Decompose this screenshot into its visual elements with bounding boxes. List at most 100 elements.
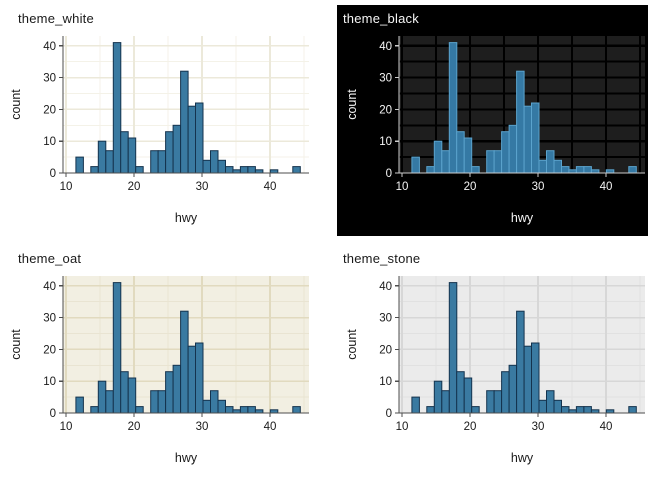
histogram-bar — [426, 406, 435, 414]
histogram-bar — [187, 345, 197, 414]
plot-title: theme_black — [343, 11, 419, 26]
histogram-bar — [575, 406, 585, 414]
histogram-bar — [135, 166, 144, 174]
histogram-bar — [538, 399, 547, 414]
y-tick-label: 30 — [43, 73, 56, 85]
x-tick-label: 30 — [196, 421, 209, 433]
x-tick-label: 40 — [264, 181, 277, 193]
y-tick-label: 0 — [50, 168, 56, 180]
y-tick-label: 20 — [43, 104, 56, 116]
histogram-bar — [90, 166, 99, 174]
histogram-bar — [441, 150, 450, 174]
y-tick-label: 40 — [379, 281, 392, 293]
x-tick-label: 10 — [60, 421, 73, 433]
histogram-bar — [225, 406, 234, 414]
histogram-bar — [486, 150, 495, 174]
histogram-bar — [120, 371, 129, 414]
histogram-bar — [105, 390, 114, 414]
y-axis-title: count — [345, 329, 359, 360]
histogram-bar — [493, 150, 503, 174]
histogram-bar — [561, 166, 570, 174]
x-tick-label: 30 — [196, 181, 209, 193]
y-axis-title: count — [9, 89, 23, 120]
histogram-bar — [135, 406, 144, 414]
y-tick-label: 20 — [379, 344, 392, 356]
histogram-bar — [411, 156, 420, 174]
histogram-bar — [508, 124, 518, 174]
x-tick-label: 10 — [396, 181, 409, 193]
y-tick-label: 20 — [43, 344, 56, 356]
histogram-bar — [501, 131, 510, 174]
histogram-bar — [90, 406, 99, 414]
histogram-bar — [217, 399, 226, 414]
panel-theme_stone: theme_stone 10 20 30 40 0 10 20 30 40 hwy count — [336, 240, 672, 480]
x-axis-title: hwy — [511, 451, 534, 465]
x-tick-label: 40 — [600, 181, 613, 193]
histogram-bar — [546, 390, 555, 414]
histogram-bar — [187, 105, 197, 174]
x-tick-label: 20 — [464, 421, 477, 433]
x-axis-title: hwy — [511, 211, 534, 225]
y-tick-label: 40 — [43, 41, 56, 53]
y-tick-label: 0 — [386, 408, 392, 420]
panel-theme_oat: theme_oat 10 20 30 40 0 10 20 30 40 hwy count — [0, 240, 336, 480]
histogram-bar — [553, 399, 562, 414]
histogram-bar — [433, 380, 443, 414]
y-tick-label: 40 — [379, 41, 392, 53]
plot-title: theme_oat — [18, 251, 82, 266]
y-tick-label: 20 — [379, 104, 392, 116]
y-tick-label: 30 — [379, 73, 392, 85]
histogram-bar — [575, 166, 585, 174]
histogram-svg: 10 20 30 40 0 10 20 30 40 hwy count — [345, 276, 645, 465]
histogram-bar — [463, 377, 473, 414]
x-tick-label: 20 — [128, 181, 141, 193]
x-axis-title: hwy — [175, 451, 198, 465]
histogram-bar — [501, 371, 510, 414]
panel-theme_white: theme_white 10 20 30 40 0 10 20 30 40 hwy count — [0, 0, 336, 240]
histogram-bar — [165, 371, 174, 414]
histogram-bar — [202, 399, 211, 414]
y-axis-title: count — [9, 329, 23, 360]
histogram-bar — [508, 364, 518, 414]
histogram-bar — [531, 102, 540, 174]
panel-theme_black: theme_black 10 20 30 40 0 10 20 30 40 hwy count — [336, 0, 672, 240]
histogram-bar — [150, 390, 159, 414]
histogram-bar — [553, 159, 562, 174]
histogram-bar — [210, 150, 219, 174]
x-tick-label: 30 — [532, 421, 545, 433]
histogram-bar — [127, 137, 137, 174]
histogram-bar — [157, 390, 167, 414]
y-tick-label: 0 — [386, 168, 392, 180]
histogram-bar — [239, 406, 249, 414]
histogram-bar — [516, 310, 525, 414]
y-tick-label: 0 — [50, 408, 56, 420]
histogram-bar — [456, 131, 465, 174]
y-tick-label: 10 — [379, 136, 392, 148]
plot-title: theme_white — [18, 11, 94, 26]
histogram-bar — [127, 377, 137, 414]
histogram-bar — [97, 380, 107, 414]
histogram-bar — [523, 105, 533, 174]
histogram-svg: 10 20 30 40 0 10 20 30 40 hwy count — [345, 36, 645, 225]
y-axis-title: count — [345, 89, 359, 120]
histogram-bar — [538, 159, 547, 174]
histogram-bar — [411, 396, 420, 414]
plot-title: theme_stone — [343, 251, 421, 266]
histogram-bar — [180, 310, 189, 414]
histogram-bar — [105, 150, 114, 174]
histogram-bar — [75, 396, 84, 414]
histogram-bar — [292, 166, 301, 174]
histogram-bar — [471, 406, 480, 414]
x-tick-label: 40 — [264, 421, 277, 433]
histogram-bar — [456, 371, 465, 414]
y-tick-label: 10 — [43, 376, 56, 388]
histogram-bar — [150, 150, 159, 174]
histogram-bar — [531, 342, 540, 414]
histogram-bar — [195, 342, 204, 414]
histogram-bar — [172, 124, 182, 174]
histogram-bar — [202, 159, 211, 174]
y-tick-label: 40 — [43, 281, 56, 293]
y-tick-label: 30 — [43, 313, 56, 325]
x-tick-label: 40 — [600, 421, 613, 433]
histogram-bar — [433, 140, 443, 174]
